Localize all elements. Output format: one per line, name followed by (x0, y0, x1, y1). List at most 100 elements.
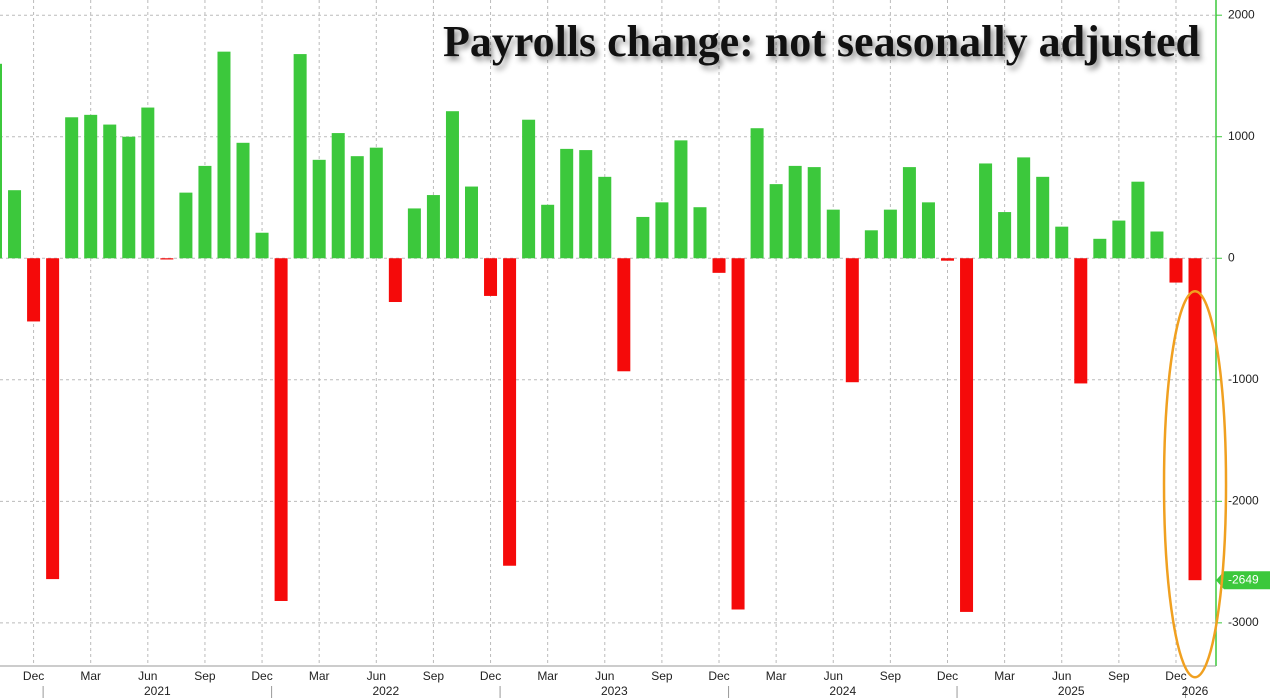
bar (465, 186, 478, 259)
bar (274, 258, 288, 601)
x-tick-label: Jun (824, 669, 843, 683)
y-tick-label: 1000 (1228, 129, 1255, 143)
year-label: 2022 (372, 684, 399, 698)
bar (350, 156, 364, 259)
bar (941, 258, 954, 261)
x-tick-label: Sep (880, 669, 902, 683)
bar (655, 202, 669, 259)
last-value-label: -2649 (1228, 572, 1259, 586)
bar (712, 258, 726, 273)
x-tick-label: Mar (537, 669, 558, 683)
bar (845, 258, 859, 383)
bar (1169, 258, 1183, 283)
year-label: 2024 (829, 684, 856, 698)
year-label: 2023 (601, 684, 628, 698)
bar (1150, 231, 1164, 259)
bar (312, 159, 326, 259)
bar (579, 150, 593, 259)
bar (445, 111, 459, 259)
bar (998, 212, 1012, 259)
bar (826, 209, 840, 259)
bar (560, 148, 574, 259)
bar (46, 258, 60, 580)
bar (369, 147, 383, 259)
bar (1074, 258, 1088, 384)
bar (84, 114, 98, 259)
last-value-box (1216, 571, 1270, 590)
bar (541, 204, 555, 259)
bar (921, 202, 935, 259)
bar (864, 230, 878, 259)
bar (693, 207, 707, 259)
x-tick-label: Dec (251, 669, 272, 683)
bar (902, 167, 916, 259)
x-tick-label: Mar (309, 669, 330, 683)
bar (960, 258, 974, 612)
bar (407, 208, 421, 259)
bar (1131, 181, 1145, 259)
bar (0, 63, 2, 259)
bar (788, 165, 802, 259)
bars (0, 51, 1202, 612)
x-tick-label: Sep (651, 669, 673, 683)
bar (1188, 258, 1202, 581)
year-label: 2021 (144, 684, 171, 698)
x-tick-label: Dec (937, 669, 958, 683)
bar (636, 216, 650, 259)
y-tick-label: -1000 (1228, 372, 1259, 386)
bar (8, 190, 22, 259)
bar (1036, 176, 1050, 259)
bar (255, 232, 269, 259)
y-tick-label: 2000 (1228, 7, 1255, 21)
bar (331, 133, 345, 259)
bar (1093, 238, 1107, 259)
x-tick-label: Dec (480, 669, 501, 683)
bar (522, 119, 536, 259)
bar (141, 107, 155, 259)
x-tick-label: Jun (138, 669, 157, 683)
bar (217, 51, 231, 259)
x-tick-label: Sep (194, 669, 216, 683)
bar (293, 54, 307, 259)
bar (674, 140, 688, 259)
bar (1055, 226, 1069, 259)
y-tick-label: -3000 (1228, 615, 1259, 629)
x-tick-label: Jun (367, 669, 386, 683)
bar (236, 142, 250, 259)
chart-title: Payrolls change: not seasonally adjusted (443, 17, 1200, 66)
bar (65, 117, 79, 259)
year-label: 2026 (1182, 684, 1209, 698)
x-tick-label: Sep (423, 669, 445, 683)
bar (598, 176, 612, 259)
year-label: 2025 (1058, 684, 1085, 698)
x-tick-label: Mar (766, 669, 787, 683)
grid (0, 0, 1216, 666)
x-tick-label: Jun (595, 669, 614, 683)
bar (769, 184, 783, 259)
bar (426, 195, 440, 259)
bar (122, 136, 136, 259)
bar (388, 258, 402, 303)
bar (750, 128, 764, 259)
bar (807, 167, 821, 259)
bar (1017, 157, 1031, 259)
bar (731, 258, 745, 610)
bar (103, 124, 117, 259)
x-tick-label: Mar (80, 669, 101, 683)
x-tick-label: Sep (1108, 669, 1130, 683)
bar (484, 258, 498, 296)
bar (27, 258, 41, 322)
x-tick-label: Mar (994, 669, 1015, 683)
bar (979, 163, 993, 259)
highlight-ellipse (1162, 289, 1228, 679)
bar (179, 192, 193, 259)
bar (1112, 220, 1126, 259)
x-tick-label: Jun (1052, 669, 1071, 683)
bar (883, 209, 897, 259)
y-tick-label: -2000 (1228, 493, 1259, 507)
bar (198, 165, 212, 259)
y-tick-label: 0 (1228, 250, 1235, 264)
bar (160, 258, 174, 260)
bar (503, 258, 517, 566)
